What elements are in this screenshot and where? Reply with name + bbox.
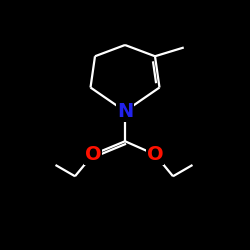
Text: O: O	[85, 145, 101, 164]
Text: O: O	[147, 145, 163, 164]
Text: N: N	[117, 102, 133, 121]
